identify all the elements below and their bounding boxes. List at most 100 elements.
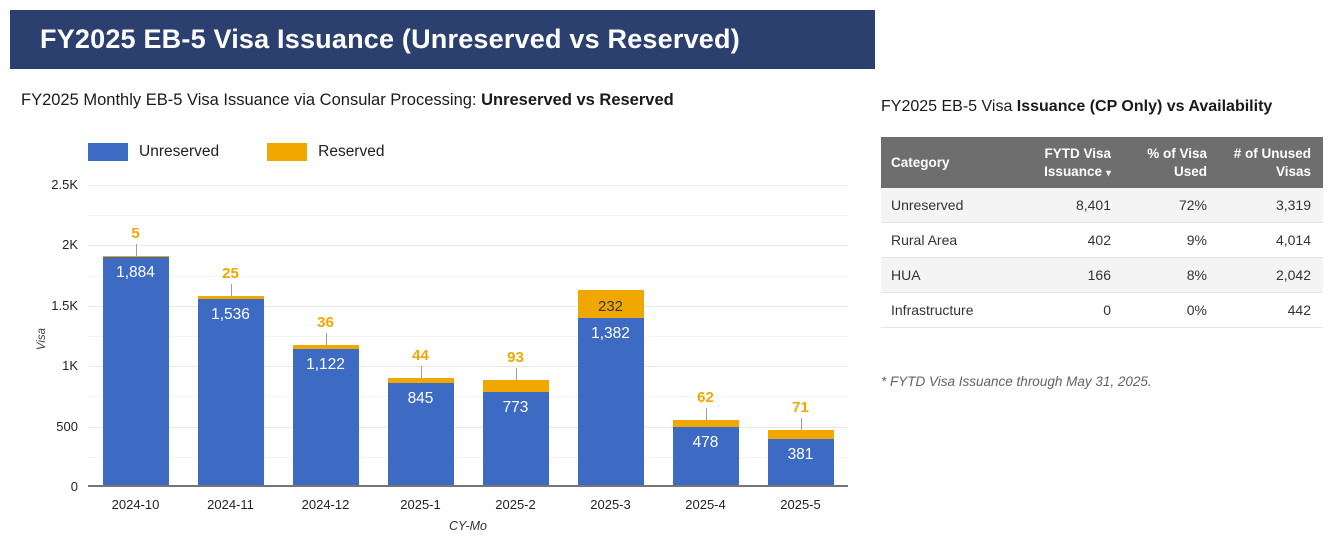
bar-value-reserved: 36 bbox=[317, 314, 334, 332]
x-axis-tick: 2025-1 bbox=[400, 497, 441, 512]
y-axis-tick: 2.5K bbox=[51, 177, 78, 192]
chart-title-bold: Unreserved vs Reserved bbox=[481, 91, 674, 109]
page-title-banner: FY2025 EB-5 Visa Issuance (Unreserved vs… bbox=[10, 10, 875, 69]
table-header-row: Category FYTD Visa Issuance ▾% of Visa Used #… bbox=[881, 137, 1323, 189]
bar-unreserved-2025-1[interactable] bbox=[387, 382, 454, 485]
chart-title: FY2025 Monthly EB-5 Visa Issuance via Co… bbox=[21, 91, 674, 110]
y-axis-tick: 1K bbox=[62, 358, 78, 374]
bar-reserved-2025-3[interactable] bbox=[577, 290, 644, 319]
bar-value-unreserved: 478 bbox=[692, 434, 719, 452]
bar-value-reserved: 25 bbox=[222, 265, 239, 283]
gridline bbox=[88, 396, 848, 398]
callout-line bbox=[420, 365, 422, 378]
table-row: Unreserved 8,401 72% 3,319 bbox=[881, 188, 1323, 223]
value-cell: 4,014 bbox=[1219, 222, 1323, 258]
callout-line bbox=[515, 368, 517, 381]
bar-value-unreserved: 1,122 bbox=[306, 356, 345, 374]
value-cell: 8,401 bbox=[1075, 197, 1111, 214]
table-row: Rural Area 402 9% 4,014 bbox=[881, 222, 1323, 258]
value-cell: 0 bbox=[1015, 292, 1123, 329]
bar-reserved-2025-1[interactable] bbox=[387, 377, 454, 383]
bar-value-unreserved: 773 bbox=[502, 398, 529, 416]
bar-chart: Unreserved Reserved 1,884 5 1,536 25 1,122 36 8… bbox=[20, 135, 878, 537]
chart-title-prefix: FY2025 Monthly EB-5 Visa Issuance via Co… bbox=[21, 91, 482, 109]
column-header-3[interactable]: # of Unused Visas bbox=[1219, 137, 1323, 189]
gridline bbox=[88, 215, 848, 217]
bar-value-reserved: 71 bbox=[792, 399, 809, 417]
callout-line bbox=[800, 418, 802, 431]
table-title-bold: Issuance (CP Only) vs Availability bbox=[1016, 98, 1273, 115]
x-axis-title: CY-Mo bbox=[449, 519, 487, 533]
gridline bbox=[88, 336, 848, 337]
bar-reserved-2024-11[interactable] bbox=[197, 296, 264, 300]
legend-swatch-icon bbox=[267, 143, 308, 161]
data-table: Category FYTD Visa Issuance ▾% of Visa Used #… bbox=[881, 137, 1323, 329]
x-axis-tick: 2025-4 bbox=[685, 497, 726, 512]
bar-value-reserved: 5 bbox=[131, 224, 140, 242]
column-header-2[interactable]: % of Visa Used bbox=[1123, 137, 1219, 189]
bar-value-unreserved: 1,536 bbox=[211, 306, 250, 324]
bar-reserved-2025-4[interactable] bbox=[672, 419, 739, 428]
bar-unreserved-2025-3[interactable] bbox=[577, 318, 644, 485]
table-row: Infrastructure 0 0% 442 bbox=[881, 292, 1323, 329]
bar-unreserved-2024-11[interactable] bbox=[197, 299, 264, 485]
bar-reserved-2025-5[interactable] bbox=[767, 430, 834, 439]
legend-label: Reserved bbox=[318, 143, 385, 160]
legend-item-unreserved[interactable]: Unreserved bbox=[88, 143, 219, 161]
y-axis-tick: 2K bbox=[62, 237, 78, 253]
sort-descending-icon: ▾ bbox=[1105, 167, 1111, 179]
table-row: HUA 166 8% 2,042 bbox=[881, 257, 1323, 293]
plot-area: 1,884 5 1,536 25 1,122 36 845 44 773 93 1,382 232 47… bbox=[88, 185, 848, 487]
bar-unreserved-2025-2[interactable] bbox=[482, 391, 549, 485]
bar-unreserved-2024-10[interactable] bbox=[102, 257, 169, 485]
gridline bbox=[88, 366, 848, 368]
category-cell: Rural Area bbox=[881, 222, 1015, 258]
legend-label: Unreserved bbox=[139, 143, 220, 160]
bar-reserved-2025-2[interactable] bbox=[482, 380, 549, 392]
page-title: FY2025 EB-5 Visa Issuance (Unreserved vs… bbox=[40, 24, 740, 54]
table-title: FY2025 EB-5 Visa Issuance (CP Only) vs A… bbox=[881, 98, 1327, 116]
bar-value-unreserved: 845 bbox=[407, 389, 434, 407]
value-cell: 72% bbox=[1178, 197, 1207, 214]
bar-value-reserved: 232 bbox=[597, 297, 624, 315]
legend-swatch-icon bbox=[88, 143, 128, 161]
y-axis-tick: 0 bbox=[70, 479, 78, 494]
value-cell: 166 bbox=[1015, 257, 1123, 293]
chart-legend: Unreserved Reserved bbox=[88, 143, 384, 161]
bar-reserved-2024-12[interactable] bbox=[292, 345, 359, 350]
bar-value-reserved: 44 bbox=[412, 346, 429, 364]
gridline bbox=[88, 275, 848, 277]
x-axis-tick: 2025-3 bbox=[590, 497, 631, 512]
value-cell: 402 bbox=[1015, 222, 1123, 258]
callout-line bbox=[135, 243, 137, 256]
y-axis-tick: 500 bbox=[56, 418, 78, 434]
bar-reserved-2024-10[interactable] bbox=[102, 255, 169, 258]
gridline bbox=[88, 245, 848, 247]
y-axis-title: Visa bbox=[36, 327, 48, 351]
bar-value-reserved: 62 bbox=[697, 388, 714, 406]
bar-value-unreserved: 1,382 bbox=[591, 325, 630, 343]
bar-unreserved-2024-12[interactable] bbox=[292, 349, 359, 485]
value-cell: 442 bbox=[1219, 292, 1323, 329]
gridline bbox=[88, 305, 848, 307]
column-header-0[interactable]: Category bbox=[881, 137, 1015, 189]
category-cell: Infrastructure bbox=[881, 292, 1015, 329]
x-axis-tick: 2024-12 bbox=[301, 497, 350, 512]
table-panel: FY2025 EB-5 Visa Issuance (CP Only) vs A… bbox=[881, 98, 1327, 389]
bar-value-reserved: 93 bbox=[507, 349, 524, 367]
value-cell: 2,042 bbox=[1219, 257, 1323, 293]
value-cell: 8% bbox=[1123, 257, 1219, 293]
gridline bbox=[88, 185, 848, 186]
x-axis-tick: 2024-11 bbox=[207, 497, 254, 512]
table-footnote: * FYTD Visa Issuance through May 31, 202… bbox=[881, 374, 1152, 390]
bar-unreserved-2025-5[interactable] bbox=[767, 438, 834, 485]
table-title-prefix: FY2025 EB-5 Visa bbox=[881, 98, 1017, 115]
bar-value-unreserved: 1,884 bbox=[116, 264, 155, 282]
legend-item-reserved[interactable]: Reserved bbox=[267, 143, 384, 161]
category-cell: Unreserved bbox=[891, 197, 964, 214]
gridline bbox=[88, 456, 848, 458]
bar-unreserved-2025-4[interactable] bbox=[672, 427, 739, 485]
x-axis-tick: 2024-10 bbox=[111, 497, 160, 512]
column-header-1[interactable]: FYTD Visa Issuance ▾ bbox=[1015, 137, 1123, 189]
y-axis-tick: 1.5K bbox=[51, 297, 78, 313]
